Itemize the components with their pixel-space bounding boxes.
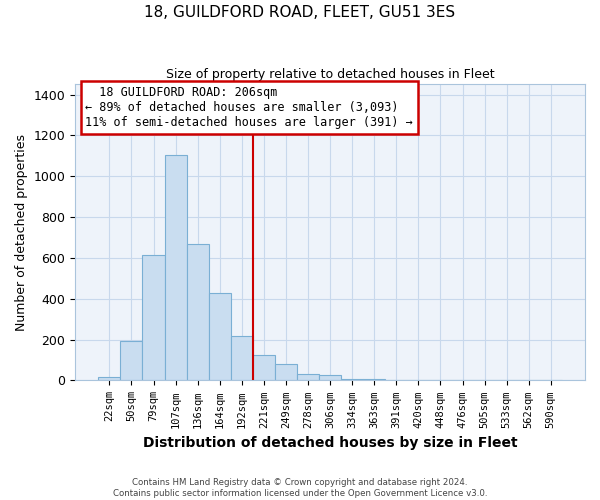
Bar [121, 340, 142, 380]
Text: 18, GUILDFORD ROAD, FLEET, GU51 3ES: 18, GUILDFORD ROAD, FLEET, GU51 3ES [145, 5, 455, 20]
Bar [297, 374, 319, 380]
Text: 18 GUILDFORD ROAD: 206sqm
← 89% of detached houses are smaller (3,093)
11% of se: 18 GUILDFORD ROAD: 206sqm ← 89% of detac… [85, 86, 413, 129]
Bar [319, 376, 341, 380]
Bar [164, 155, 187, 380]
Text: Contains HM Land Registry data © Crown copyright and database right 2024.
Contai: Contains HM Land Registry data © Crown c… [113, 478, 487, 498]
X-axis label: Distribution of detached houses by size in Fleet: Distribution of detached houses by size … [143, 436, 517, 450]
Bar [142, 255, 164, 380]
Y-axis label: Number of detached properties: Number of detached properties [15, 134, 28, 331]
Bar [209, 292, 231, 380]
Bar [98, 378, 121, 380]
Bar [275, 364, 297, 380]
Bar [231, 336, 253, 380]
Title: Size of property relative to detached houses in Fleet: Size of property relative to detached ho… [166, 68, 494, 80]
Bar [253, 355, 275, 380]
Bar [187, 244, 209, 380]
